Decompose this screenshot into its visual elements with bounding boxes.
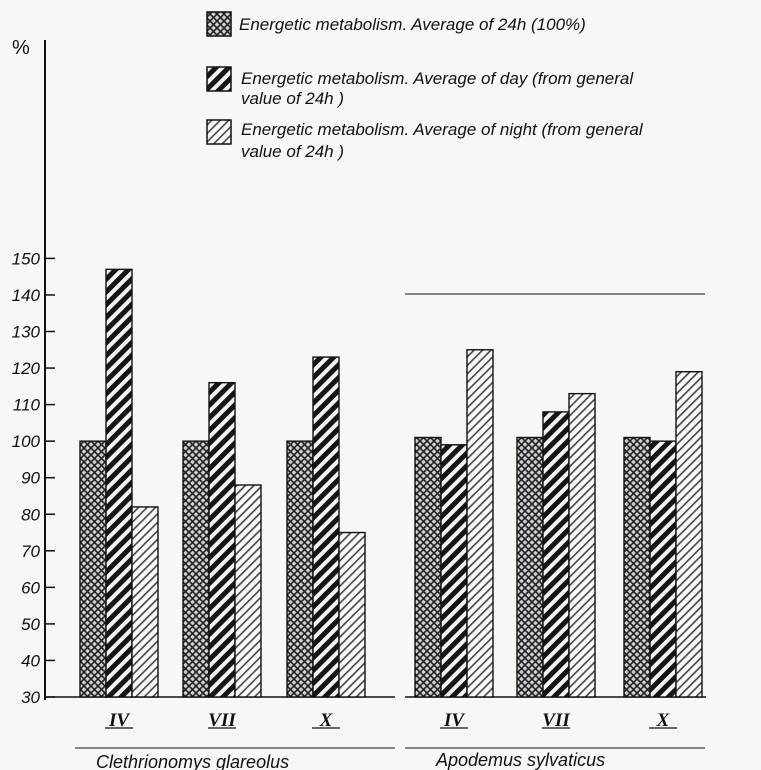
bar-series-2 xyxy=(675,371,703,698)
legend-label-1b: value of 24h ) xyxy=(241,89,344,108)
bar-series-0 xyxy=(623,436,651,698)
bar-series-1 xyxy=(312,356,340,698)
y-tick-label: 70 xyxy=(21,542,40,561)
y-tick-label: 80 xyxy=(21,505,40,524)
y-ticks: 30 40 50 60 70 80 90 100 110 120 130 140 150 xyxy=(12,249,55,707)
category-label: VII xyxy=(208,710,236,731)
y-axis-label: % xyxy=(12,37,30,59)
bar-series-0 xyxy=(414,436,442,698)
category-label: VII xyxy=(542,710,570,731)
y-tick-label: 150 xyxy=(12,249,41,268)
y-tick-label: 30 xyxy=(21,688,40,707)
legend-label-2: Energetic metabolism. Average of night (… xyxy=(241,120,644,139)
bars xyxy=(79,268,703,698)
bar-series-1 xyxy=(440,444,468,698)
category-label: X xyxy=(656,710,671,731)
y-tick-label: 40 xyxy=(21,651,40,670)
bar-series-0 xyxy=(516,436,544,698)
category-label: X xyxy=(319,710,334,731)
category-label: IV xyxy=(443,710,465,731)
bar-series-0 xyxy=(286,440,314,698)
category-labels: IV VII X IV VII X xyxy=(105,710,677,731)
bar-series-1 xyxy=(105,268,133,698)
bar-series-2 xyxy=(338,531,366,698)
category-label: IV xyxy=(108,710,130,731)
bar-series-1 xyxy=(208,381,236,698)
y-tick-label: 110 xyxy=(13,396,41,415)
bar-series-2 xyxy=(131,506,159,698)
y-tick-label: 50 xyxy=(21,615,40,634)
y-tick-label: 130 xyxy=(12,323,41,342)
bar-series-0 xyxy=(79,440,107,698)
y-tick-label: 100 xyxy=(12,432,41,451)
y-tick-label: 60 xyxy=(21,578,40,597)
y-tick-label: 140 xyxy=(12,286,41,305)
legend-label-0: Energetic metabolism. Average of 24h (10… xyxy=(239,15,586,34)
bar-series-1 xyxy=(649,440,677,698)
bar-series-0 xyxy=(182,440,210,698)
bar-series-2 xyxy=(234,484,262,698)
legend-swatch-0 xyxy=(206,11,232,37)
y-tick-label: 120 xyxy=(12,359,41,378)
legend-label-1: Energetic metabolism. Average of day (fr… xyxy=(241,69,634,88)
bar-series-2 xyxy=(466,349,494,698)
bar-series-2 xyxy=(568,392,596,698)
legend-label-2b: value of 24h ) xyxy=(241,142,344,161)
legend-swatch-2 xyxy=(206,119,232,145)
legend: Energetic metabolism. Average of 24h (10… xyxy=(206,11,644,161)
bar-series-1 xyxy=(542,411,570,698)
legend-swatch-1 xyxy=(206,66,232,92)
group-label-1: Apodemus sylvaticus xyxy=(435,750,605,770)
group-label-0: Clethrionomys glareolus xyxy=(96,752,289,770)
y-tick-label: 90 xyxy=(21,469,40,488)
